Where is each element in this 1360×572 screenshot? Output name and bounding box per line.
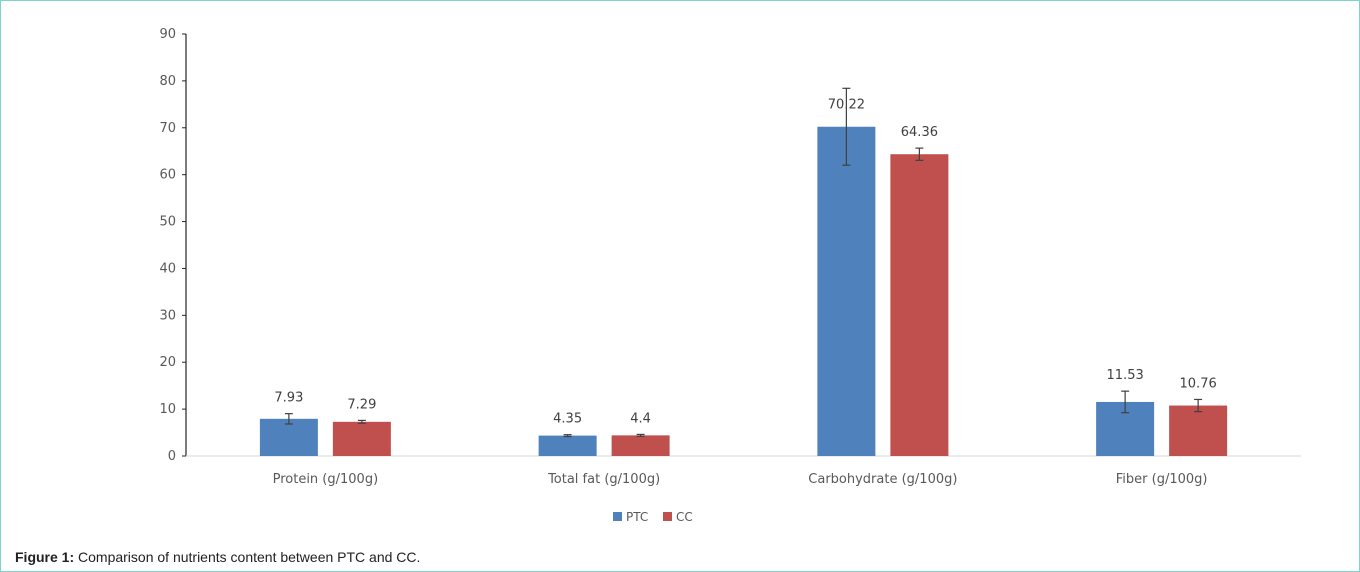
y-tick-label: 10 (159, 402, 176, 417)
data-label: 11.53 (1107, 368, 1144, 383)
legend-label-cc: CC (676, 510, 693, 524)
x-category-label: Carbohydrate (g/100g) (808, 472, 957, 487)
figure-caption: Figure 1: Comparison of nutrients conten… (15, 549, 420, 565)
x-category-label: Total fat (g/100g) (547, 472, 660, 487)
bar-cc (611, 435, 670, 456)
x-category-label: Protein (g/100g) (273, 472, 379, 487)
legend-swatch-ptc (613, 512, 622, 521)
legend-label-ptc: PTC (626, 510, 648, 524)
data-label: 64.36 (901, 125, 938, 140)
data-label: 4.4 (630, 411, 651, 426)
y-tick-label: 90 (159, 27, 176, 42)
bar-ptc (817, 126, 876, 457)
y-tick-label: 30 (159, 308, 176, 323)
data-label: 7.29 (347, 397, 376, 412)
data-label: 7.93 (274, 391, 303, 406)
x-category-label: Fiber (g/100g) (1116, 472, 1208, 487)
y-tick-label: 40 (159, 261, 176, 276)
y-tick-label: 70 (159, 121, 176, 136)
bar-cc (332, 421, 391, 456)
y-tick-label: 20 (159, 355, 176, 370)
bar-cc (890, 154, 949, 456)
bar-ptc (538, 435, 597, 456)
data-label: 10.76 (1180, 376, 1217, 391)
bar-ptc (259, 418, 318, 456)
caption-text: Comparison of nutrients content between … (74, 549, 421, 565)
y-tick-label: 50 (159, 215, 176, 230)
y-tick-label: 0 (168, 449, 176, 464)
legend-swatch-cc (663, 512, 672, 521)
caption-label: Figure 1: (15, 549, 75, 565)
y-tick-label: 60 (159, 168, 176, 183)
data-label: 4.35 (553, 412, 582, 427)
bar-cc (1169, 405, 1228, 456)
data-label: 70.22 (828, 98, 865, 113)
y-tick-label: 80 (159, 74, 176, 89)
